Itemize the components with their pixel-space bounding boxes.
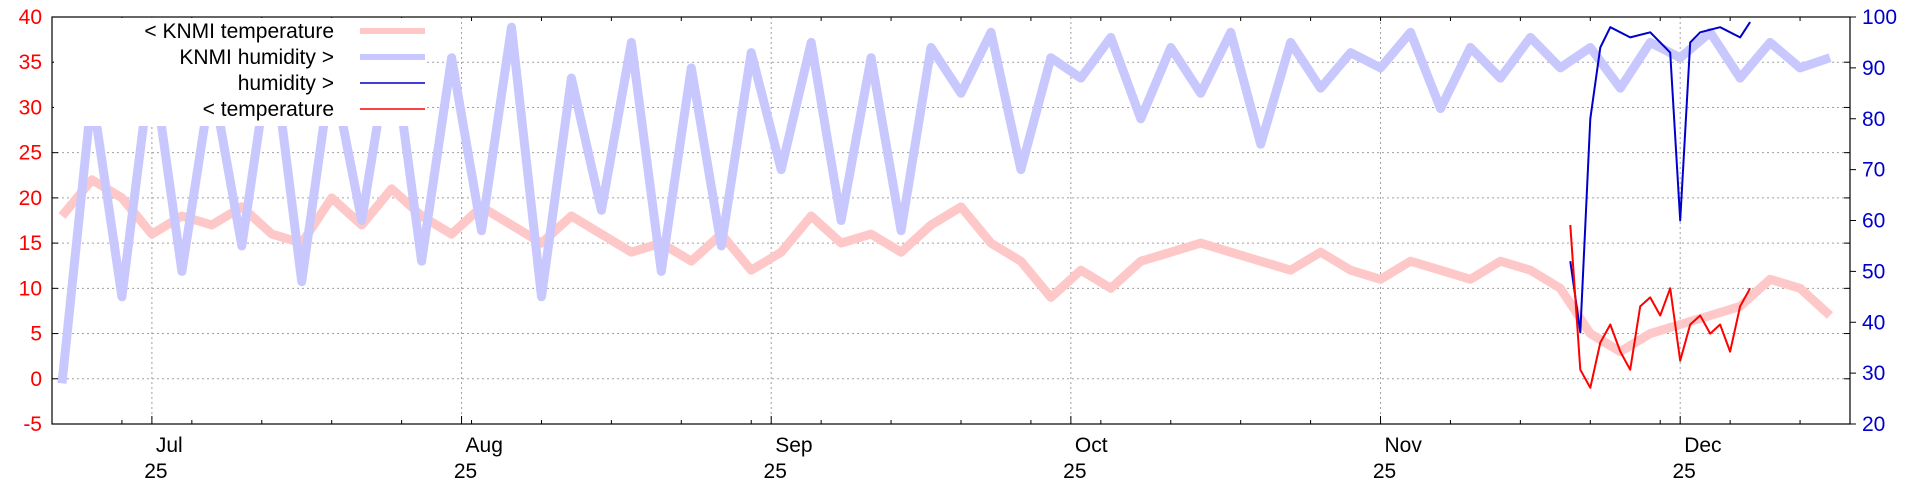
y-right-tick-label: 70: [1862, 159, 1885, 182]
y-right-tick-label: 50: [1862, 260, 1885, 283]
legend-label: humidity >: [238, 72, 334, 95]
x-tick-day: 25: [1673, 460, 1696, 480]
x-tick-month: Oct: [1075, 434, 1108, 457]
x-tick-month: Nov: [1385, 434, 1423, 457]
x-tick-month: Aug: [466, 434, 503, 457]
y-right-tick-label: 60: [1862, 210, 1885, 233]
series-layer: [57, 21, 1834, 389]
y-left-tick-label: 25: [19, 142, 42, 165]
y-right-tick-label: 80: [1862, 108, 1885, 131]
y-left-tick-label: 10: [19, 277, 42, 300]
series-line-2: [1569, 21, 1751, 334]
y-right-tick-label: 90: [1862, 57, 1885, 80]
y-right-tick-label: 100: [1862, 6, 1897, 29]
legend: < KNMI temperature KNMI humidity > humidit…: [54, 18, 426, 126]
x-tick-month: Dec: [1684, 434, 1721, 457]
x-tick-day: 25: [1063, 460, 1086, 480]
legend-label: < KNMI temperature: [144, 20, 334, 43]
x-tick-day: 25: [454, 460, 477, 480]
x-tick-day: 25: [1373, 460, 1396, 480]
series-line-3: [1569, 224, 1751, 389]
y-right-tick-label: 20: [1862, 413, 1885, 436]
y-left-tick-label: 15: [19, 232, 42, 255]
y-right-tick-label: 30: [1862, 362, 1885, 385]
x-tick-day: 25: [144, 460, 167, 480]
legend-label: KNMI humidity >: [179, 46, 334, 69]
y-left-tick-label: 35: [19, 51, 42, 74]
series-line-0: [58, 175, 1834, 357]
legend-label: < temperature: [203, 98, 334, 121]
legend-box: [54, 18, 426, 126]
y-left-tick-label: 30: [19, 96, 42, 119]
x-tick-month: Sep: [775, 434, 812, 457]
x-tick-month: Jul: [156, 434, 183, 457]
y-left-tick-label: 40: [19, 6, 42, 29]
series-line-1: [57, 22, 1832, 384]
x-tick-day: 25: [764, 460, 787, 480]
y-left-tick-label: 0: [30, 368, 42, 391]
y-left-tick-label: 5: [30, 323, 42, 346]
y-left-tick-label: -5: [23, 413, 42, 436]
ticks-layer: -5 0 5 10 15 20 25 30 35 40 20 30 40 50 60 70 80 90 100 Jul…: [19, 6, 1897, 480]
y-right-tick-label: 40: [1862, 311, 1885, 334]
y-left-tick-label: 20: [19, 187, 42, 210]
